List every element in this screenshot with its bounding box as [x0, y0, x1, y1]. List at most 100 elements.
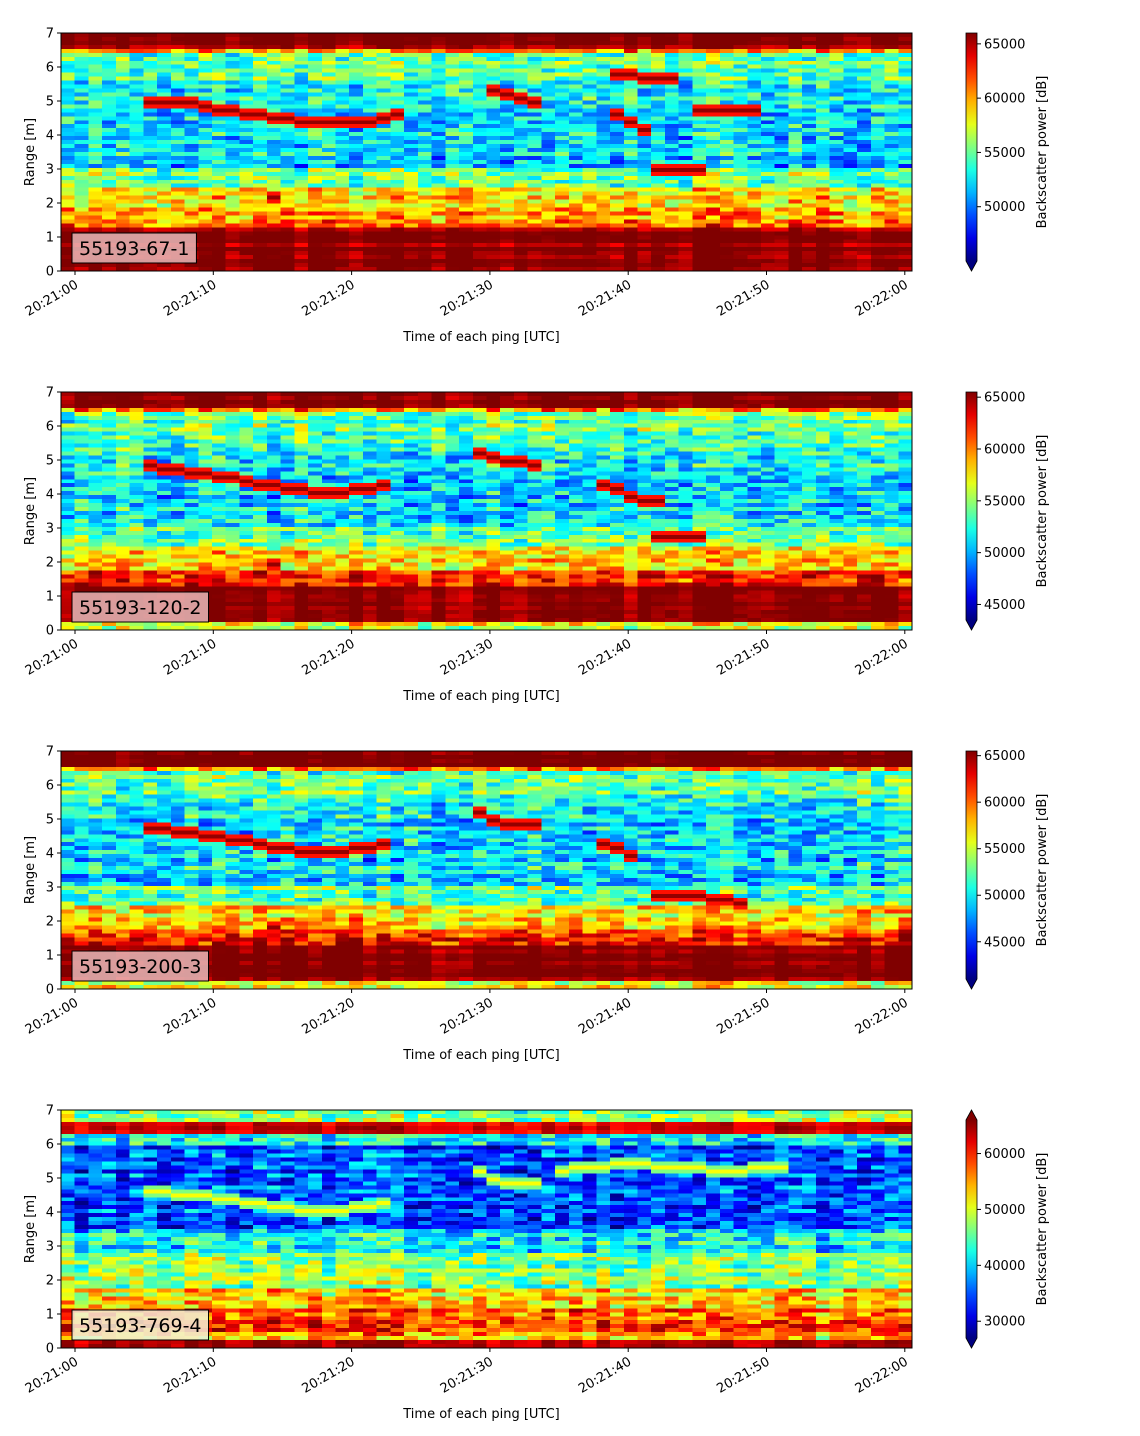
y-tick-label: 7 — [46, 386, 54, 401]
y-tick-label: 3 — [46, 881, 54, 896]
colorbar-tick-label: 55000 — [984, 842, 1025, 857]
x-tick-label: 20:21:30 — [438, 277, 496, 319]
colorbar-tick-label: 50000 — [984, 546, 1025, 561]
colorbar-gradient — [966, 1120, 977, 1338]
y-tick-label: 1 — [46, 590, 54, 605]
colorbar-extend-min — [966, 1338, 977, 1348]
colorbar-gradient — [966, 392, 977, 620]
x-axis-label: Time of each ping [UTC] — [402, 1048, 560, 1063]
y-tick-label: 0 — [46, 1342, 54, 1357]
colorbar-tick-label: 50000 — [984, 1203, 1025, 1218]
x-tick-label: 20:21:30 — [438, 1354, 496, 1396]
y-tick-label: 6 — [46, 61, 54, 76]
y-axis-label: Range [m] — [23, 836, 38, 904]
axes-frame — [60, 750, 913, 990]
x-tick-label: 20:21:30 — [438, 995, 496, 1037]
colorbar-tick-label: 55000 — [984, 146, 1025, 161]
echogram-heatmap — [61, 392, 912, 630]
x-tick-label: 20:21:10 — [161, 1354, 219, 1396]
colorbar-label: Backscatter power [dB] — [1035, 794, 1050, 947]
x-tick-label: 20:21:10 — [161, 277, 219, 319]
x-tick-label: 20:21:00 — [23, 277, 81, 319]
colorbar-label: Backscatter power [dB] — [1035, 76, 1050, 229]
x-axis-label: Time of each ping [UTC] — [402, 1407, 560, 1422]
colorbar-tick-label: 60000 — [984, 796, 1025, 811]
x-axis-label: Time of each ping [UTC] — [402, 330, 560, 345]
y-tick-label: 6 — [46, 779, 54, 794]
colorbar-tick-label: 65000 — [984, 391, 1025, 406]
y-tick-label: 1 — [46, 1308, 54, 1323]
colorbar-tick-label: 65000 — [984, 37, 1025, 52]
x-tick-label: 20:21:20 — [300, 1354, 358, 1396]
colorbar: 30000 40000 50000 60000 Backscatter power [d… — [965, 1109, 1050, 1349]
colorbar-gradient — [966, 751, 977, 979]
colorbar-extend-min — [966, 620, 977, 630]
panel-label-text: 55193-769-4 — [79, 1315, 202, 1337]
panel-label: 55193-120-2 — [71, 591, 210, 623]
x-tick-label: 20:21:10 — [161, 636, 219, 678]
panel-label-box — [71, 950, 210, 982]
colorbar-tick-label: 45000 — [984, 935, 1025, 950]
x-tick-label: 20:21:40 — [576, 636, 634, 678]
colorbar-extend-min — [966, 979, 977, 989]
panel-label-box — [71, 232, 197, 264]
x-tick-label: 20:21:00 — [23, 636, 81, 678]
colorbar-extend-min — [966, 261, 977, 271]
y-tick-label: 2 — [46, 556, 54, 571]
y-tick-label: 2 — [46, 1274, 54, 1289]
x-tick-label: 20:21:10 — [161, 995, 219, 1037]
colorbar-outline — [965, 750, 978, 990]
x-tick-label: 20:21:50 — [714, 636, 772, 678]
y-tick-label: 0 — [46, 983, 54, 998]
x-tick-label: 20:22:00 — [853, 1354, 911, 1396]
y-axis-label: Range [m] — [23, 1195, 38, 1263]
y-tick-label: 5 — [46, 1172, 54, 1187]
colorbar-label: Backscatter power [dB] — [1035, 435, 1050, 588]
colorbar-tick-label: 50000 — [984, 200, 1025, 215]
colorbar-tick-label: 50000 — [984, 889, 1025, 904]
colorbar-outline — [965, 32, 978, 272]
panel-4: 0 1 2 3 4 5 6 7 20:21:00 20:21:10 20:21:20 20:21:30… — [23, 1104, 1050, 1423]
panel-2: 0 1 2 3 4 5 6 7 20:21:00 20:21:10 20:21:20 20:21:30… — [23, 386, 1050, 705]
y-tick-label: 7 — [46, 1104, 54, 1119]
y-axis-label: Range [m] — [23, 477, 38, 545]
x-tick-label: 20:21:20 — [300, 636, 358, 678]
y-tick-label: 4 — [46, 488, 54, 503]
y-tick-label: 0 — [46, 624, 54, 639]
axes-frame — [60, 391, 913, 631]
colorbar-tick-label: 60000 — [984, 92, 1025, 107]
echogram-heatmap — [61, 751, 912, 989]
panel-label: 55193-769-4 — [71, 1309, 210, 1341]
echogram-heatmap — [61, 1110, 912, 1348]
panel-label-text: 55193-120-2 — [79, 597, 202, 619]
axes-frame — [60, 1109, 913, 1349]
colorbar-tick-label: 60000 — [984, 443, 1025, 458]
y-tick-label: 6 — [46, 420, 54, 435]
echogram-heatmap — [61, 33, 912, 271]
panel-label-text: 55193-200-3 — [79, 956, 202, 978]
x-tick-label: 20:21:40 — [576, 995, 634, 1037]
panel-3: 0 1 2 3 4 5 6 7 20:21:00 20:21:10 20:21:20 20:21:30… — [23, 745, 1050, 1064]
y-tick-label: 2 — [46, 915, 54, 930]
y-tick-label: 4 — [46, 847, 54, 862]
x-tick-label: 20:21:00 — [23, 995, 81, 1037]
x-axis-label: Time of each ping [UTC] — [402, 689, 560, 704]
panel-label-box — [71, 591, 210, 623]
panel-label: 55193-200-3 — [71, 950, 210, 982]
x-tick-label: 20:21:20 — [300, 995, 358, 1037]
colorbar-tick-label: 60000 — [984, 1147, 1025, 1162]
colorbar: 45000 50000 55000 60000 65000 Backscatter pow… — [965, 749, 1050, 990]
colorbar: 50000 55000 60000 65000 Backscatter power [d… — [965, 32, 1050, 272]
panel-label-text: 55193-67-1 — [79, 238, 189, 260]
colorbar-extend-max — [966, 1110, 977, 1120]
colorbar-tick-label: 45000 — [984, 598, 1025, 613]
y-tick-label: 1 — [46, 949, 54, 964]
y-tick-label: 7 — [46, 27, 54, 42]
x-tick-label: 20:21:40 — [576, 277, 634, 319]
y-tick-label: 3 — [46, 522, 54, 537]
panel-label-box — [71, 1309, 210, 1341]
x-tick-label: 20:22:00 — [853, 277, 911, 319]
y-tick-label: 3 — [46, 163, 54, 178]
x-tick-label: 20:21:20 — [300, 277, 358, 319]
